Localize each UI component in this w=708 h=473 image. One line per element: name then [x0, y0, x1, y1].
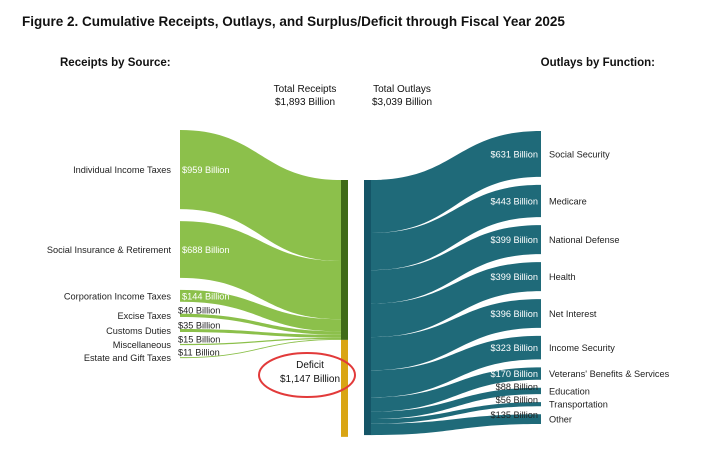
outlays-value-income-security: $323 Billion: [490, 343, 538, 353]
outlays-flow-national-defense: [371, 225, 541, 304]
receipts-flow-estate-and-gift-taxes: [180, 338, 341, 359]
outlays-value-other: $135 Billion: [490, 410, 538, 420]
total-receipts-value: $1,893 Billion: [275, 97, 335, 108]
total-outlays-label: Total Outlays: [373, 84, 431, 95]
receipts-label-corporation-income-taxes: Corporation Income Taxes: [64, 291, 171, 301]
outlays-label-social-security: Social Security: [549, 149, 610, 159]
receipts-flow-customs-duties: [180, 329, 341, 338]
outlays-flow-medicare: [371, 184, 541, 271]
deficit-label: Deficit: [296, 360, 324, 371]
outlays-heading: Outlays by Function:: [541, 57, 655, 69]
outlays-value-social-security: $631 Billion: [490, 149, 538, 159]
outlays-label-education: Education: [549, 386, 590, 396]
receipts-value-miscellaneous: $15 Billion: [178, 335, 220, 345]
outlays-flow-income-security: [371, 335, 541, 398]
receipts-label-social-insurance-and-retirement: Social Insurance & Retirement: [47, 245, 172, 255]
receipts-label-miscellaneous: Miscellaneous: [113, 340, 172, 350]
figure-title: Figure 2. Cumulative Receipts, Outlays, …: [22, 14, 565, 29]
outlays-flow-transportation: [371, 402, 541, 424]
receipts-flow-excise-taxes: [180, 313, 341, 335]
outlays-flow-health: [371, 262, 541, 338]
outlays-value-education: $88 Billion: [496, 382, 538, 392]
outlays-label-veterans-benefits-and-services: Veterans' Benefits & Services: [549, 369, 670, 379]
outlays-flow-other: [371, 414, 541, 436]
deficit-value: $1,147 Billion: [280, 374, 340, 385]
outlays-label-national-defense: National Defense: [549, 235, 619, 245]
receipts-value-corporation-income-taxes: $144 Billion: [182, 291, 230, 301]
receipts-heading: Receipts by Source:: [60, 57, 171, 69]
outlays-label-transportation: Transportation: [549, 400, 608, 410]
outlays-label-net-interest: Net Interest: [549, 309, 597, 319]
receipts-value-excise-taxes: $40 Billion: [178, 305, 220, 315]
receipts-flow-individual-income-taxes: [180, 130, 341, 262]
receipts-flow-miscellaneous: [180, 337, 341, 346]
outlays-value-national-defense: $399 Billion: [490, 235, 538, 245]
outlays-flow-net-interest: [371, 299, 541, 371]
outlays-value-transportation: $56 Billion: [496, 395, 538, 405]
receipts-flow-corporation-income-taxes: [180, 289, 341, 332]
outlays-label-income-security: Income Security: [549, 343, 615, 353]
total-receipts-label: Total Receipts: [274, 84, 337, 95]
receipts-flow-social-insurance-and-retirement: [180, 221, 341, 320]
outlays-value-medicare: $443 Billion: [490, 196, 538, 206]
receipts-label-customs-duties: Customs Duties: [106, 326, 171, 336]
receipts-label-individual-income-taxes: Individual Income Taxes: [73, 165, 171, 175]
receipts-label-estate-and-gift-taxes: Estate and Gift Taxes: [84, 353, 172, 363]
receipts-value-estate-and-gift-taxes: $11 Billion: [178, 348, 220, 358]
outlays-value-veterans-benefits-and-services: $170 Billion: [490, 369, 538, 379]
receipts-value-individual-income-taxes: $959 Billion: [182, 165, 230, 175]
receipts-value-customs-duties: $35 Billion: [178, 321, 220, 331]
outlays-label-other: Other: [549, 415, 572, 425]
outlays-value-health: $399 Billion: [490, 272, 538, 282]
total-outlays-value: $3,039 Billion: [372, 97, 432, 108]
outlays-flow-social-security: [371, 131, 541, 233]
total-receipts-bar: [341, 180, 348, 340]
outlays-flow-education: [371, 387, 541, 420]
total-outlays-bar: [364, 180, 371, 436]
receipts-label-excise-taxes: Excise Taxes: [118, 311, 172, 321]
deficit-highlight-circle: [258, 352, 356, 398]
receipts-value-social-insurance-and-retirement: $688 Billion: [182, 245, 230, 255]
outlays-value-net-interest: $396 Billion: [490, 309, 538, 319]
outlays-label-medicare: Medicare: [549, 196, 587, 206]
outlays-flow-veterans-benefits-and-services: [371, 367, 541, 412]
outlays-label-health: Health: [549, 272, 576, 282]
